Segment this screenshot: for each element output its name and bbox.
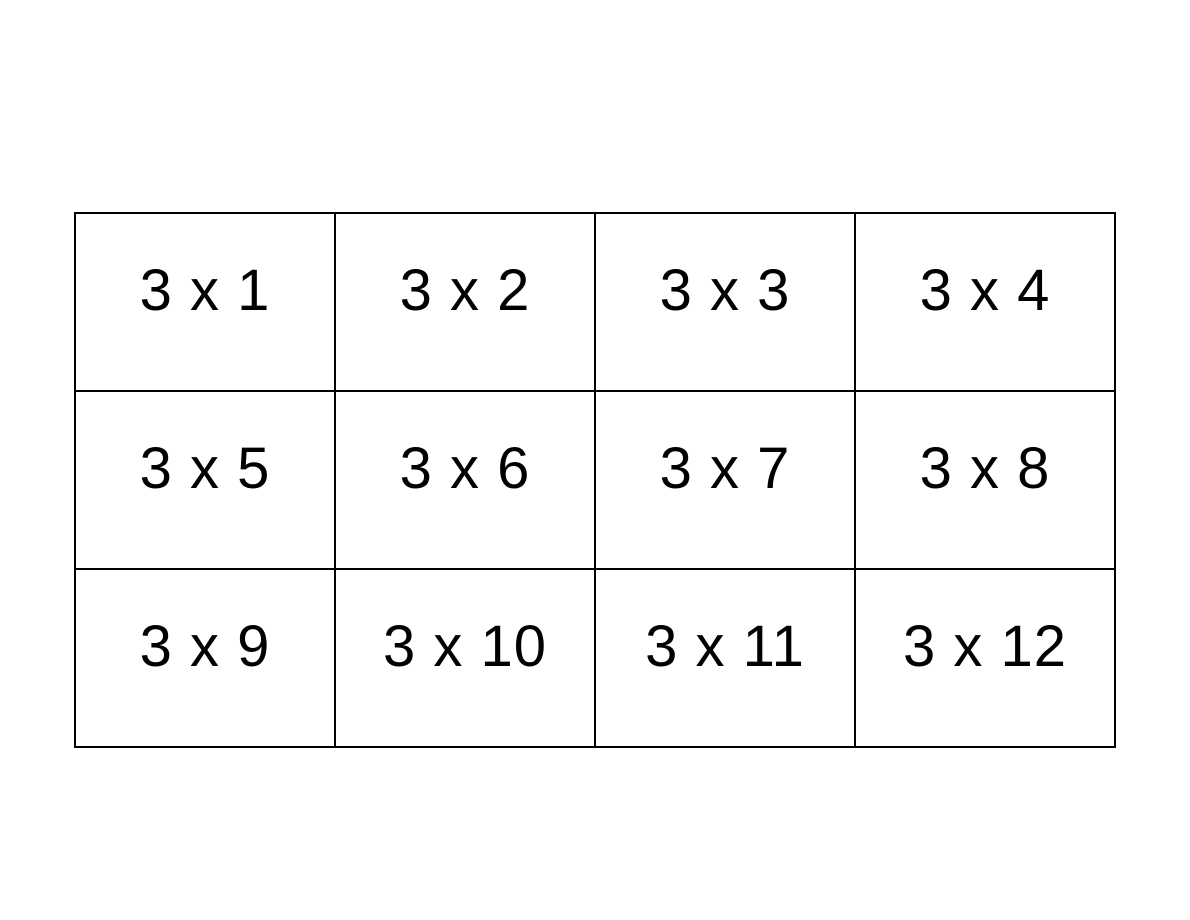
table-cell: 3 x 2	[335, 213, 595, 391]
cell-text: 3 x 5	[140, 436, 271, 501]
table-cell: 3 x 12	[855, 569, 1115, 747]
table-row: 3 x 1 3 x 2 3 x 3 3 x 4	[75, 213, 1115, 391]
table-cell: 3 x 5	[75, 391, 335, 569]
multiplication-table: 3 x 1 3 x 2 3 x 3 3 x 4 3 x 5 3 x 6 3 x …	[74, 212, 1116, 748]
cell-text: 3 x 3	[660, 258, 791, 323]
table-cell: 3 x 7	[595, 391, 855, 569]
cell-text: 3 x 2	[400, 258, 531, 323]
table-cell: 3 x 9	[75, 569, 335, 747]
cell-text: 3 x 1	[140, 258, 271, 323]
table-cell: 3 x 8	[855, 391, 1115, 569]
cell-text: 3 x 11	[645, 614, 805, 679]
cell-text: 3 x 9	[140, 614, 271, 679]
cell-text: 3 x 8	[920, 436, 1051, 501]
cell-text: 3 x 6	[400, 436, 531, 501]
table-cell: 3 x 3	[595, 213, 855, 391]
table-cell: 3 x 6	[335, 391, 595, 569]
table-row: 3 x 5 3 x 6 3 x 7 3 x 8	[75, 391, 1115, 569]
table-cell: 3 x 1	[75, 213, 335, 391]
cell-text: 3 x 4	[920, 258, 1051, 323]
multiplication-grid: 3 x 1 3 x 2 3 x 3 3 x 4 3 x 5 3 x 6 3 x …	[74, 172, 1116, 748]
cell-text: 3 x 10	[383, 614, 547, 679]
table-row: 3 x 9 3 x 10 3 x 11 3 x 12	[75, 569, 1115, 747]
table-cell: 3 x 4	[855, 213, 1115, 391]
cell-text: 3 x 7	[660, 436, 791, 501]
table-cell: 3 x 11	[595, 569, 855, 747]
table-cell: 3 x 10	[335, 569, 595, 747]
cell-text: 3 x 12	[903, 614, 1067, 679]
